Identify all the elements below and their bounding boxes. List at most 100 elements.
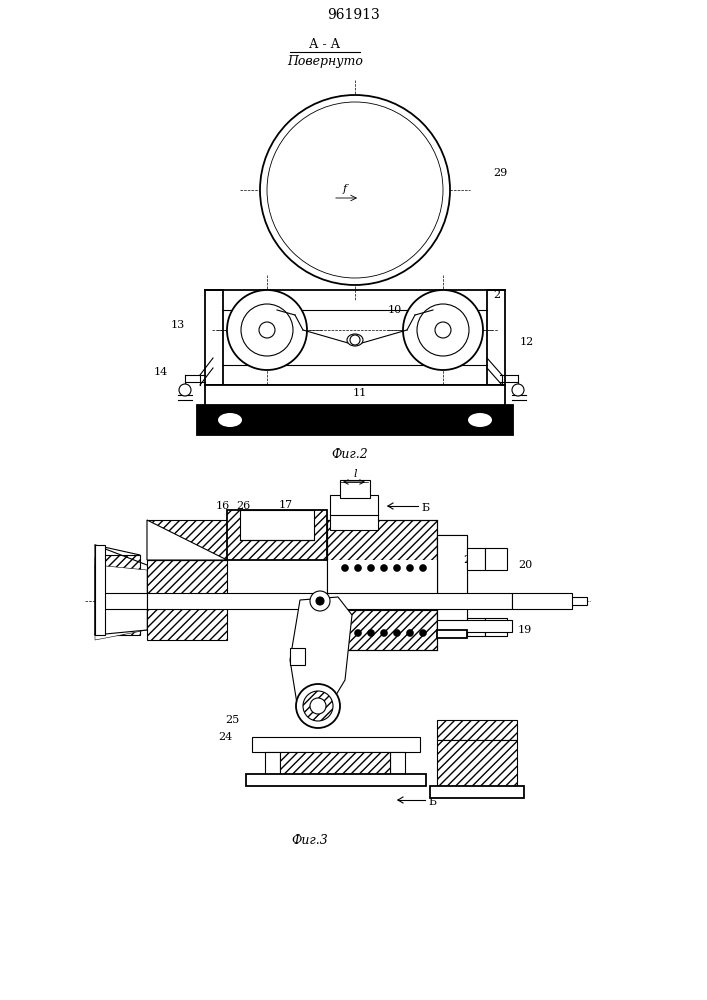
Text: Б: Б xyxy=(428,797,436,807)
Polygon shape xyxy=(290,597,352,710)
Ellipse shape xyxy=(468,413,492,427)
Bar xyxy=(147,593,512,609)
Circle shape xyxy=(316,597,324,605)
Text: 29: 29 xyxy=(493,168,507,178)
Ellipse shape xyxy=(347,334,363,346)
Circle shape xyxy=(354,630,361,637)
Circle shape xyxy=(380,630,387,637)
Bar xyxy=(147,520,227,560)
Bar xyxy=(487,290,505,385)
Circle shape xyxy=(303,691,333,721)
Bar xyxy=(437,535,467,630)
Bar xyxy=(437,740,517,788)
Bar xyxy=(95,545,105,635)
Text: Фиг.2: Фиг.2 xyxy=(332,448,368,462)
Text: 20: 20 xyxy=(518,560,532,570)
Bar xyxy=(467,618,485,636)
Circle shape xyxy=(407,564,414,572)
Circle shape xyxy=(310,591,330,611)
Circle shape xyxy=(350,335,360,345)
Bar xyxy=(437,720,517,740)
Circle shape xyxy=(241,304,293,356)
Text: 961913: 961913 xyxy=(327,8,380,22)
Bar xyxy=(485,618,507,636)
Circle shape xyxy=(259,322,275,338)
Bar xyxy=(216,408,244,430)
Circle shape xyxy=(368,630,375,637)
Bar xyxy=(280,752,390,774)
Polygon shape xyxy=(290,648,305,665)
Text: 26: 26 xyxy=(236,501,250,511)
Text: 10: 10 xyxy=(388,305,402,315)
Text: 25: 25 xyxy=(225,715,239,725)
Text: 28: 28 xyxy=(491,548,505,558)
Circle shape xyxy=(227,290,307,370)
Text: 24: 24 xyxy=(218,732,232,742)
Circle shape xyxy=(267,102,443,278)
Circle shape xyxy=(435,322,451,338)
Bar xyxy=(95,615,140,635)
Circle shape xyxy=(296,684,340,728)
Polygon shape xyxy=(95,565,147,640)
Bar xyxy=(327,610,437,650)
Bar xyxy=(265,752,280,774)
Polygon shape xyxy=(95,545,140,635)
Text: l: l xyxy=(354,469,357,479)
Text: 19: 19 xyxy=(518,625,532,635)
Text: 17: 17 xyxy=(279,500,293,510)
Bar xyxy=(437,597,587,605)
Text: 11: 11 xyxy=(353,388,367,398)
Polygon shape xyxy=(147,520,227,560)
Text: Повернуто: Повернуто xyxy=(287,55,363,68)
Bar xyxy=(95,555,140,573)
Bar xyxy=(467,548,485,570)
Bar xyxy=(327,560,437,610)
Circle shape xyxy=(179,384,191,396)
Circle shape xyxy=(394,630,400,637)
Bar xyxy=(512,593,572,609)
Bar xyxy=(205,385,505,405)
Circle shape xyxy=(368,564,375,572)
Text: 9: 9 xyxy=(452,295,459,305)
Bar xyxy=(95,593,147,609)
Circle shape xyxy=(403,290,483,370)
Circle shape xyxy=(341,564,349,572)
Bar xyxy=(485,548,507,570)
Bar xyxy=(327,520,437,560)
Bar xyxy=(330,495,378,530)
Text: 13: 13 xyxy=(171,320,185,330)
Circle shape xyxy=(341,630,349,637)
Circle shape xyxy=(419,564,426,572)
Bar xyxy=(227,510,327,560)
Bar xyxy=(240,510,314,540)
Bar xyxy=(437,535,467,630)
Bar xyxy=(340,480,370,498)
Circle shape xyxy=(419,630,426,637)
Text: 14: 14 xyxy=(153,367,168,377)
Text: Фиг.3: Фиг.3 xyxy=(291,834,328,846)
Text: 16: 16 xyxy=(216,501,230,511)
Text: f: f xyxy=(343,184,347,194)
Polygon shape xyxy=(95,558,115,635)
Bar xyxy=(430,786,524,798)
Bar xyxy=(252,737,420,752)
Ellipse shape xyxy=(218,413,242,427)
Bar xyxy=(147,560,227,640)
Bar xyxy=(437,620,512,632)
Text: 27: 27 xyxy=(463,555,477,565)
Circle shape xyxy=(512,384,524,396)
Text: 2: 2 xyxy=(493,290,501,300)
Circle shape xyxy=(260,95,450,285)
Text: А - А: А - А xyxy=(310,38,341,51)
Circle shape xyxy=(380,564,387,572)
Circle shape xyxy=(407,630,414,637)
Text: Б: Б xyxy=(421,503,429,513)
Bar xyxy=(246,774,426,786)
Bar xyxy=(437,630,467,638)
Bar xyxy=(390,752,405,774)
Text: 12: 12 xyxy=(520,337,534,347)
Bar xyxy=(197,405,513,435)
Circle shape xyxy=(310,698,326,714)
Circle shape xyxy=(354,564,361,572)
Circle shape xyxy=(394,564,400,572)
